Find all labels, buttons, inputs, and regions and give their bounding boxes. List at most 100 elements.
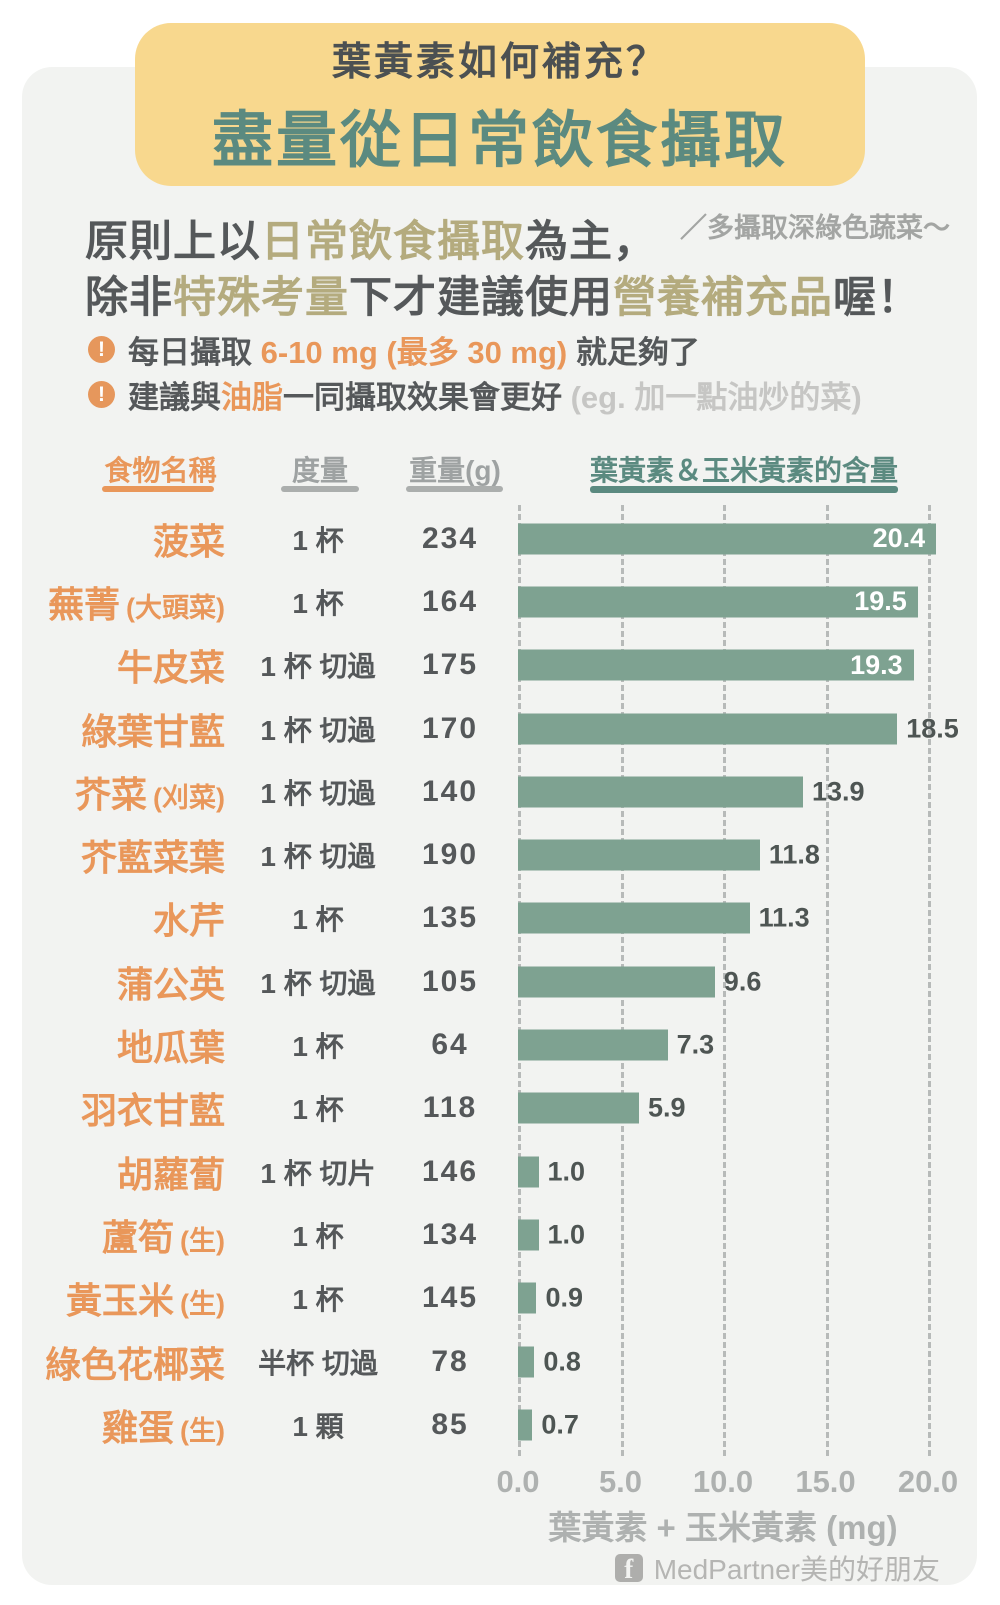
background-card (22, 67, 977, 1585)
note-item: ! 建議與油脂一同攝取效果會更好 (eg. 加一點油炒的菜) (88, 372, 862, 417)
bar-value-inside: 20.4 (872, 523, 926, 554)
bar-wrap: 0.7 (518, 1409, 1000, 1441)
food-name: 水芹 (152, 900, 225, 942)
x-tick-label: 0.0 (496, 1464, 540, 1499)
measure-cell: 1 杯 (292, 1031, 344, 1063)
measure-cell: 1 杯 切片 (260, 1157, 376, 1189)
text-segment: 油脂 (221, 380, 283, 415)
table-row: 菠菜 1 杯 234 20.4 (0, 507, 1000, 570)
bar (518, 966, 715, 998)
note-text: 每日攝取 6-10 mg (最多 30 mg) 就足夠了 (128, 327, 700, 372)
page-title: 盡量從日常飲食攝取 (211, 105, 788, 174)
table-row: 黃玉米 (生) 1 杯 145 0.9 (0, 1267, 1000, 1330)
x-tick-label: 5.0 (598, 1464, 643, 1499)
bar-wrap: 9.6 (518, 966, 1000, 998)
food-cell: 蒲公英 (117, 956, 225, 1008)
text-segment: 特殊考量 (173, 274, 349, 322)
x-tick-label: 15.0 (795, 1464, 856, 1499)
bar-wrap: 0.9 (518, 1282, 1000, 1314)
bar (518, 1282, 537, 1314)
text-segment: (eg. 加一點油炒的菜) (562, 380, 862, 415)
x-tick-label: 20.0 (897, 1464, 959, 1499)
food-note: (生) (180, 1289, 225, 1320)
bar-wrap: 7.3 (518, 1029, 1000, 1061)
weight-cell: 145 (421, 1281, 479, 1315)
table-row: 綠色花椰菜 半杯 切過 78 0.8 (0, 1330, 1000, 1393)
intro-paragraph: 原則上以日常飲食攝取為主， 除非特殊考量下才建議使用營養補充品喔！ (85, 214, 921, 326)
text-segment: 每日攝取 (128, 335, 261, 370)
bar (518, 1029, 668, 1061)
side-annotation: ／多攝取深綠色蔬菜～ (680, 213, 950, 243)
food-cell: 胡蘿蔔 (117, 1146, 225, 1198)
bar (518, 1409, 533, 1441)
bar-wrap: 19.3 (518, 649, 1000, 681)
table-row: 蘆筍 (生) 1 杯 134 1.0 (0, 1203, 1000, 1266)
bar (518, 1346, 535, 1377)
table-row: 地瓜葉 1 杯 64 7.3 (0, 1013, 1000, 1076)
text-segment: 營養補充品 (613, 274, 833, 322)
food-cell: 雞蛋 (生) (102, 1399, 225, 1451)
bar-wrap: 1.0 (518, 1219, 1000, 1251)
bar (518, 1219, 539, 1251)
measure-cell: 1 杯 切過 (260, 651, 376, 683)
text-segment: 除非 (85, 274, 173, 322)
table-row: 蒲公英 1 杯 切過 105 9.6 (0, 950, 1000, 1013)
bar (518, 776, 803, 808)
measure-cell: 1 杯 (292, 587, 344, 619)
food-cell: 綠葉甘藍 (81, 703, 225, 755)
brand-name: MedPartner美的好朋友 (653, 1554, 940, 1585)
food-name: 蘆筍 (102, 1216, 175, 1258)
gridline (825, 505, 829, 1456)
food-cell: 羽衣甘藍 (81, 1082, 225, 1134)
table-rows: 菠菜 1 杯 234 20.4 蕪菁 (大頭菜) 1 杯 164 19.5 牛皮菜… (0, 507, 1000, 1456)
weight-cell: 134 (421, 1217, 479, 1251)
measure-cell: 1 顆 (292, 1410, 344, 1442)
title-banner: 葉黃素如何補充？ 盡量從日常飲食攝取 (135, 23, 865, 186)
bar-value-outside: 11.8 (768, 839, 820, 870)
intro-line-1: 原則上以日常飲食攝取為主， (85, 214, 921, 270)
bar-wrap: 19.5 (518, 586, 1000, 618)
measure-cell: 1 杯 切過 (260, 967, 376, 999)
food-name: 牛皮菜 (116, 647, 225, 689)
bar-value-inside: 19.5 (854, 586, 907, 617)
column-header-chart: 葉黃素＆玉米黃素的含量 (589, 455, 898, 486)
food-cell: 黃玉米 (生) (66, 1272, 225, 1324)
bar (518, 902, 750, 934)
header-underline-chart (590, 486, 898, 493)
food-name: 黃玉米 (66, 1280, 175, 1322)
bar-wrap: 11.3 (518, 902, 1000, 934)
intro-line-2: 除非特殊考量下才建議使用營養補充品喔！ (85, 270, 921, 326)
notes-list: ! 每日攝取 6-10 mg (最多 30 mg) 就足夠了 ! 建議與油脂一同… (88, 327, 862, 417)
food-name: 芥菜 (75, 773, 148, 815)
text-segment: 日常飲食攝取 (261, 218, 525, 266)
food-name: 雞蛋 (102, 1406, 175, 1448)
bar-wrap: 18.5 (518, 713, 1000, 745)
bar-value-outside: 1.0 (547, 1219, 586, 1250)
food-cell: 芥藍菜葉 (81, 829, 225, 881)
measure-cell: 1 杯 切過 (260, 841, 376, 873)
food-name: 蕪菁 (48, 583, 121, 625)
gridline (928, 505, 931, 1456)
food-cell: 地瓜葉 (117, 1019, 225, 1071)
text-segment: 原則上以 (85, 218, 261, 266)
table-row: 芥菜 (刈菜) 1 杯 切過 140 13.9 (0, 760, 1000, 823)
weight-cell: 118 (422, 1091, 478, 1125)
bar-value-outside: 0.8 (543, 1346, 581, 1376)
bar-wrap: 11.8 (518, 839, 1000, 871)
food-name: 菠菜 (152, 520, 225, 562)
measure-cell: 1 杯 切過 (260, 714, 376, 746)
x-axis-title: 葉黃素 + 玉米黃素 (mg) (548, 1509, 898, 1546)
bar-value-outside: 11.3 (758, 902, 810, 933)
measure-cell: 1 杯 切過 (260, 777, 376, 809)
bar-value-outside: 5.9 (647, 1092, 686, 1123)
bar: 20.4 (518, 523, 937, 555)
bar-wrap: 5.9 (518, 1092, 1000, 1124)
bar-value-inside: 19.3 (850, 649, 903, 680)
food-cell: 綠色花椰菜 (45, 1336, 225, 1388)
food-note: (生) (180, 1225, 225, 1256)
x-axis-ticks: 0.0 5.0 10.0 15.0 20.0 (0, 1464, 1000, 1500)
bar (518, 713, 898, 745)
measure-cell: 1 杯 (292, 524, 344, 556)
footer-credit: f MedPartner美的好朋友 (614, 1548, 940, 1588)
text-segment: 建議與 (128, 380, 221, 415)
